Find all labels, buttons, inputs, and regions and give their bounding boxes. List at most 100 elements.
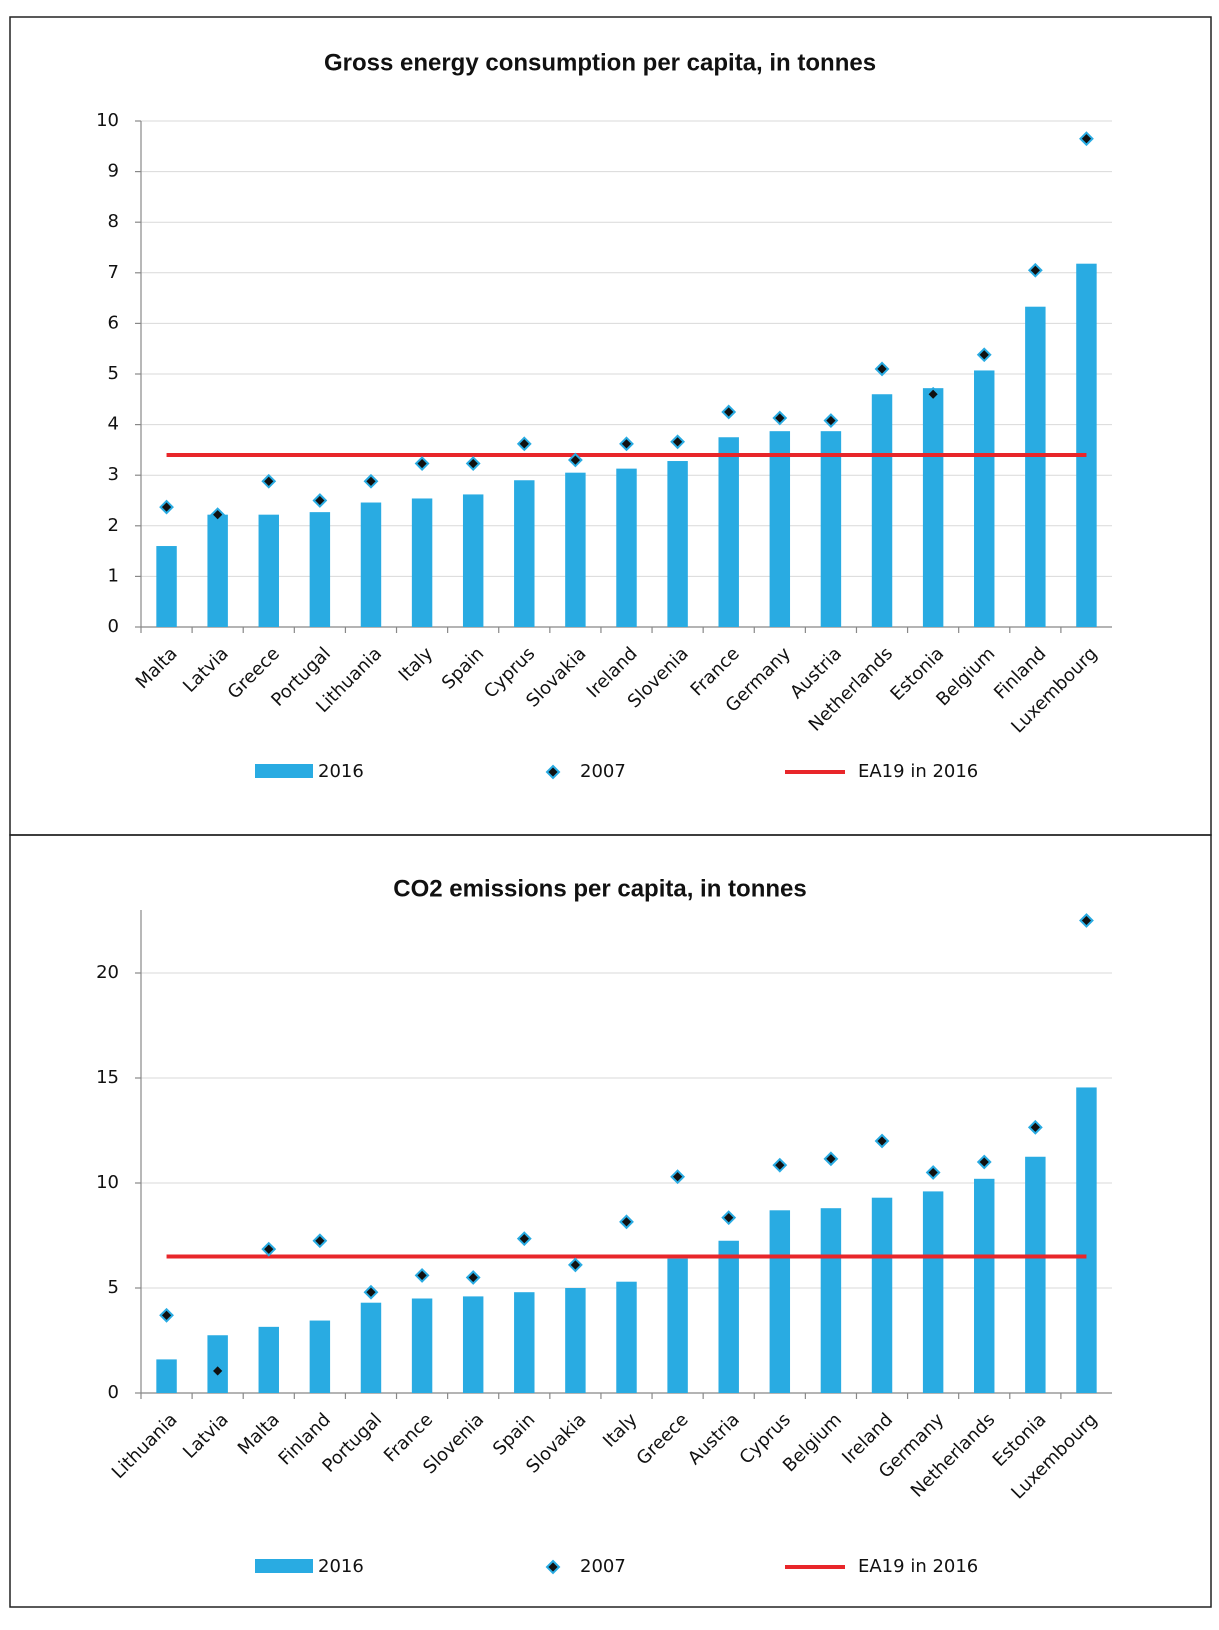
y-tick-label: 6: [108, 312, 119, 333]
y-tick-label: 5: [108, 1277, 119, 1298]
bar: [462, 1296, 484, 1393]
x-tick-label: Austria: [684, 1409, 744, 1469]
bar: [360, 1302, 382, 1393]
y-tick-label: 3: [108, 464, 119, 485]
bar: [514, 480, 535, 627]
marker: [823, 1151, 839, 1167]
marker: [312, 493, 328, 508]
marker: [516, 436, 532, 452]
marker: [772, 1157, 788, 1173]
bar: [718, 437, 739, 627]
marker: [874, 361, 890, 377]
legend-label: EA19 in 2016: [858, 1556, 978, 1577]
bar: [360, 502, 382, 627]
bar: [871, 394, 893, 627]
x-tick-label: Malta: [132, 643, 182, 693]
marker: [567, 452, 583, 468]
x-tick-label: Italy: [599, 1409, 642, 1452]
bar: [1076, 1087, 1097, 1393]
bar: [1025, 1156, 1046, 1393]
y-tick-label: 10: [96, 110, 119, 131]
bar: [820, 1208, 842, 1393]
marker: [363, 1284, 379, 1300]
bar: [616, 468, 637, 627]
x-tick-label: Greece: [633, 1409, 693, 1469]
bar: [462, 494, 484, 627]
legend-label: 2007: [580, 1556, 626, 1577]
panel-border: [9, 834, 1212, 1608]
bar: [667, 1258, 688, 1393]
bar: [1076, 263, 1097, 627]
bar: [974, 1178, 995, 1393]
y-tick-label: 10: [96, 1172, 119, 1193]
x-tick-label: Latvia: [179, 1409, 233, 1463]
bar: [871, 1197, 893, 1393]
marker: [465, 456, 481, 471]
marker: [567, 1257, 583, 1273]
legend-swatch: [545, 764, 561, 780]
marker: [772, 410, 788, 426]
bar: [922, 1191, 944, 1393]
bar: [258, 1326, 279, 1393]
bar: [207, 514, 228, 627]
y-tick-label: 4: [108, 414, 119, 435]
marker: [1027, 262, 1043, 278]
bar: [411, 1298, 433, 1393]
bar: [922, 388, 944, 627]
y-tick-label: 8: [108, 211, 119, 232]
marker: [619, 1214, 634, 1230]
marker: [210, 1363, 226, 1379]
legend-label: 2016: [318, 761, 364, 782]
y-tick-label: 5: [108, 363, 119, 384]
marker: [925, 386, 941, 402]
marker: [1027, 1119, 1043, 1135]
marker: [414, 456, 430, 471]
marker: [312, 1233, 328, 1249]
y-tick-label: 20: [96, 962, 119, 983]
bar: [667, 461, 688, 627]
marker: [670, 434, 686, 450]
marker: [823, 413, 839, 428]
bar: [769, 1210, 791, 1393]
chart-title: CO2 emissions per capita, in tonnes: [393, 875, 806, 902]
bar: [820, 431, 842, 627]
marker: [414, 1267, 430, 1283]
bar: [974, 370, 995, 627]
y-tick-label: 15: [96, 1067, 119, 1088]
legend-label: 2016: [318, 1556, 364, 1577]
bar: [514, 1292, 535, 1393]
bar: [156, 1359, 177, 1393]
bar: [258, 514, 279, 627]
y-tick-label: 7: [108, 262, 119, 283]
marker: [874, 1133, 890, 1149]
marker: [261, 1241, 277, 1257]
bar: [616, 1281, 637, 1393]
bar: [718, 1240, 739, 1393]
marker: [976, 347, 992, 363]
chart-title: Gross energy consumption per capita, in …: [324, 49, 876, 76]
marker: [159, 1307, 174, 1323]
bar: [156, 546, 177, 627]
y-tick-label: 2: [108, 515, 119, 536]
legend-swatch: [255, 764, 313, 778]
x-tick-label: Lithuania: [108, 1409, 182, 1483]
marker: [516, 1231, 532, 1247]
y-tick-label: 1: [108, 565, 119, 586]
bar: [1025, 306, 1046, 627]
marker: [721, 1210, 737, 1226]
marker: [925, 1165, 941, 1180]
marker: [619, 436, 634, 452]
bar: [565, 472, 586, 627]
bar: [309, 512, 331, 627]
legend-swatch: [545, 1559, 561, 1575]
marker: [1079, 131, 1094, 147]
legend-label: EA19 in 2016: [858, 761, 978, 782]
bar: [565, 1288, 586, 1393]
bar: [769, 431, 791, 627]
bar: [309, 1320, 331, 1393]
marker: [721, 404, 737, 420]
marker: [1079, 913, 1094, 928]
legend-swatch: [255, 1559, 313, 1573]
marker: [261, 473, 277, 489]
